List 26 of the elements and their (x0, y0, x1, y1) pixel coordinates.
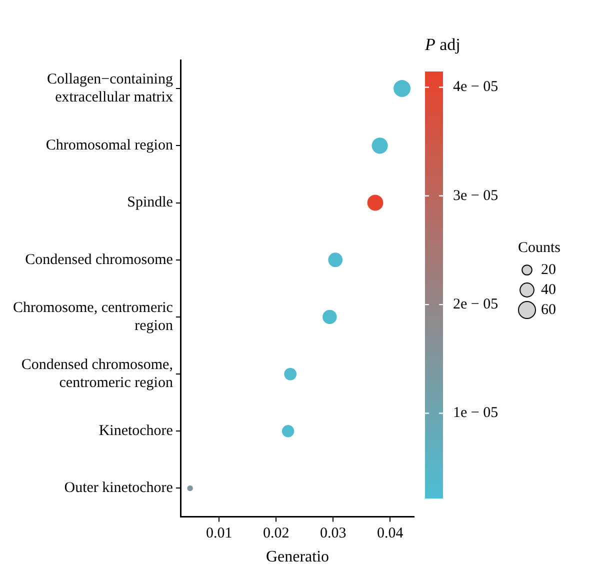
color-bar-label: 4e − 05 (453, 79, 498, 96)
legend-label: 40 (541, 282, 556, 298)
x-axis-title: Generatio (266, 548, 330, 566)
x-tick-label: 0.01 (206, 526, 232, 542)
color-bar-label: 3e − 05 (453, 188, 498, 204)
x-tick-label: 0.03 (320, 526, 346, 542)
point (367, 194, 384, 211)
point (328, 252, 343, 268)
y-tick-label: Condensed chromosome, centromeric region (21, 356, 174, 391)
legend-title: Counts (518, 240, 561, 256)
y-tick-label: Kinetochore (98, 423, 174, 440)
y-tick-label: Condensed chromosome (25, 252, 174, 268)
y-tick-label: Collagen−containing extracellular matrix (47, 71, 174, 106)
y-tick-label: Chromosomal region (46, 138, 174, 154)
legend-label: 60 (541, 302, 556, 318)
x-tick-label: 0.02 (262, 526, 290, 542)
x-tick-label: 0.04 (376, 526, 404, 542)
legend-label: 20 (541, 262, 556, 278)
color-bar-label: 2e − 05 (453, 296, 498, 312)
color-bar-label: 1e − 05 (453, 405, 498, 422)
point (372, 138, 388, 154)
y-tick-label: Outer kinetochore (64, 480, 174, 496)
y-tick-label: Chromosome, centromeric region (12, 300, 174, 334)
point (322, 310, 337, 324)
y-tick-label: Spindle (127, 194, 174, 211)
color-bar-title: P adj (424, 35, 460, 54)
